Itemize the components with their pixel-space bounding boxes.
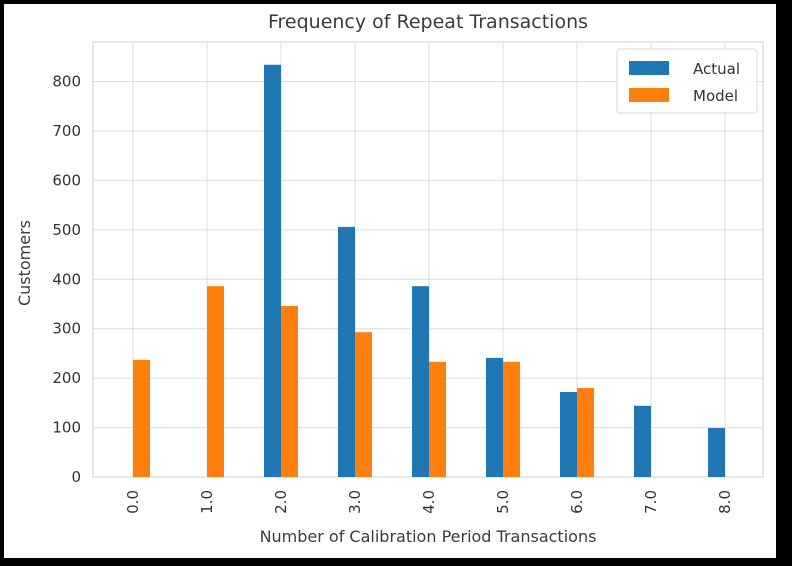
x-tick-label: 1.0 xyxy=(198,490,216,514)
y-axis-ticks: 0 100 200 300 400 500 600 700 800 xyxy=(52,73,81,486)
x-axis-label: Number of Calibration Period Transaction… xyxy=(260,527,597,546)
bar-actual-5.0 xyxy=(486,357,503,477)
bar-model-1.0 xyxy=(207,286,224,477)
y-tick-label: 700 xyxy=(52,122,81,140)
bar-model-0.0 xyxy=(133,359,150,477)
chart-frame: Frequency of Repeat Transactions 0 100 200… xyxy=(4,4,776,558)
legend-swatch-actual xyxy=(629,61,669,75)
bar-actual-8.0 xyxy=(708,428,725,477)
x-tick-label: 8.0 xyxy=(716,490,734,514)
legend-label-actual: Actual xyxy=(693,60,740,78)
x-tick-label: 6.0 xyxy=(568,490,586,514)
x-tick-label: 4.0 xyxy=(420,490,438,514)
x-tick-label: 7.0 xyxy=(642,490,660,514)
bars xyxy=(133,64,725,477)
y-tick-label: 800 xyxy=(52,73,81,91)
bar-model-5.0 xyxy=(503,361,520,477)
bar-actual-6.0 xyxy=(560,391,577,477)
chart-title: Frequency of Repeat Transactions xyxy=(268,11,588,33)
y-tick-label: 200 xyxy=(52,369,81,387)
legend-label-model: Model xyxy=(693,87,738,105)
y-tick-label: 500 xyxy=(52,221,81,239)
x-tick-label: 5.0 xyxy=(494,490,512,514)
y-tick-label: 300 xyxy=(52,320,81,338)
bar-actual-2.0 xyxy=(264,64,281,477)
bar-model-2.0 xyxy=(281,305,298,477)
legend: Actual Model xyxy=(616,48,758,114)
bar-model-4.0 xyxy=(429,361,446,477)
legend-swatch-model xyxy=(629,88,669,102)
bar-model-3.0 xyxy=(355,332,372,477)
x-tick-label: 3.0 xyxy=(346,490,364,514)
bar-actual-7.0 xyxy=(634,405,651,477)
x-axis-ticks: 0.0 1.0 2.0 3.0 4.0 5.0 6.0 7.0 8.0 xyxy=(124,490,734,514)
y-tick-label: 400 xyxy=(52,270,81,288)
y-axis-label: Customers xyxy=(15,220,34,306)
x-tick-label: 0.0 xyxy=(124,490,142,514)
y-tick-label: 600 xyxy=(52,171,81,189)
bar-actual-4.0 xyxy=(412,286,429,477)
x-tick-label: 2.0 xyxy=(272,490,290,514)
y-tick-label: 0 xyxy=(71,468,81,486)
y-tick-label: 100 xyxy=(52,419,81,437)
bar-chart: Frequency of Repeat Transactions 0 100 200… xyxy=(15,11,764,546)
bar-actual-3.0 xyxy=(338,226,355,477)
bar-model-6.0 xyxy=(577,388,594,477)
